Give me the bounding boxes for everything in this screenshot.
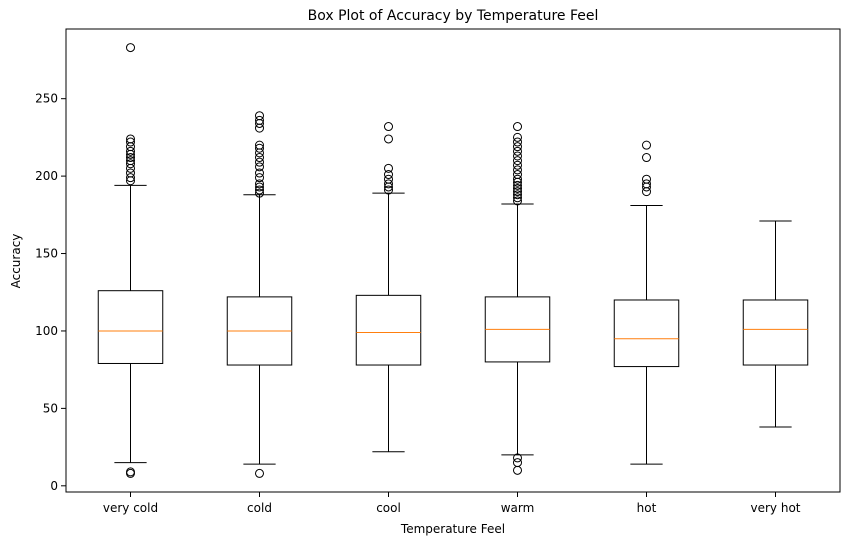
x-tick-label: hot (637, 501, 657, 515)
outlier-point (255, 162, 264, 172)
outlier-point (255, 182, 264, 192)
x-tick-label: cold (247, 501, 272, 515)
outlier-point (384, 185, 393, 195)
outlier-point (255, 179, 264, 189)
outlier-point (384, 179, 393, 189)
x-tick-label: very cold (103, 501, 158, 515)
outlier-point (513, 165, 522, 175)
y-tick-label: 150 (35, 247, 58, 261)
outlier-point (384, 170, 393, 180)
y-tick-label: 50 (43, 401, 58, 415)
outlier-point (126, 153, 135, 163)
y-tick-label: 200 (35, 169, 58, 183)
outlier-point (513, 174, 522, 184)
outlier-point (255, 111, 264, 121)
outlier-point (642, 153, 651, 163)
outlier-point (513, 193, 522, 203)
outlier-point (513, 151, 522, 161)
outlier-point (255, 140, 264, 150)
outlier-point (255, 185, 264, 195)
outlier-point (255, 173, 264, 183)
outlier-point (126, 146, 135, 156)
outlier-point (513, 160, 522, 170)
y-axis-label: Accuracy (9, 234, 23, 289)
outlier-point (126, 468, 135, 478)
outlier-point (513, 142, 522, 152)
outlier-point (126, 134, 135, 144)
outlier-point (126, 173, 135, 183)
outlier-point (513, 156, 522, 166)
y-tick-label: 250 (35, 92, 58, 106)
outlier-point (513, 187, 522, 197)
outlier-point (513, 146, 522, 156)
y-tick-label: 0 (50, 479, 58, 493)
plot-frame (65, 28, 841, 493)
x-tick-label: cool (376, 501, 401, 515)
outlier-point (126, 168, 135, 178)
outlier-point (513, 137, 522, 147)
outlier-point (513, 132, 522, 142)
outlier-point (126, 156, 135, 166)
outlier-point (384, 174, 393, 184)
outlier-point (255, 115, 264, 125)
box-iqr (97, 290, 164, 364)
outlier-point (642, 179, 651, 189)
outlier-point (513, 170, 522, 180)
outlier-point (255, 188, 264, 198)
outlier-point (255, 168, 264, 178)
outlier-point (126, 43, 135, 53)
box-iqr (613, 299, 680, 368)
box-iqr (355, 294, 422, 366)
outlier-point (513, 122, 522, 132)
x-tick-label: warm (501, 501, 535, 515)
outlier-point (513, 180, 522, 190)
outlier-point (126, 159, 135, 169)
outlier-point (384, 122, 393, 132)
outlier-point (642, 174, 651, 184)
outlier-point (384, 163, 393, 173)
x-tick-label: very hot (751, 501, 801, 515)
outlier-point (513, 183, 522, 193)
chart-title: Box Plot of Accuracy by Temperature Feel (308, 8, 599, 24)
outlier-point (255, 468, 264, 478)
outlier-point (255, 153, 264, 163)
outlier-point (513, 190, 522, 200)
outlier-point (642, 140, 651, 150)
y-tick-label: 100 (35, 324, 58, 338)
outlier-point (384, 134, 393, 144)
plot-area: 0 50 100 150 200 250 very cold cold cool warm hot v… (35, 43, 809, 515)
x-axis-label: Temperature Feel (400, 522, 505, 536)
outlier-point (255, 143, 264, 153)
outlier-point (513, 196, 522, 206)
outlier-point (255, 157, 264, 167)
outlier-point (126, 137, 135, 147)
outlier-point (513, 458, 522, 468)
outlier-point (513, 453, 522, 463)
box-iqr (742, 299, 809, 366)
